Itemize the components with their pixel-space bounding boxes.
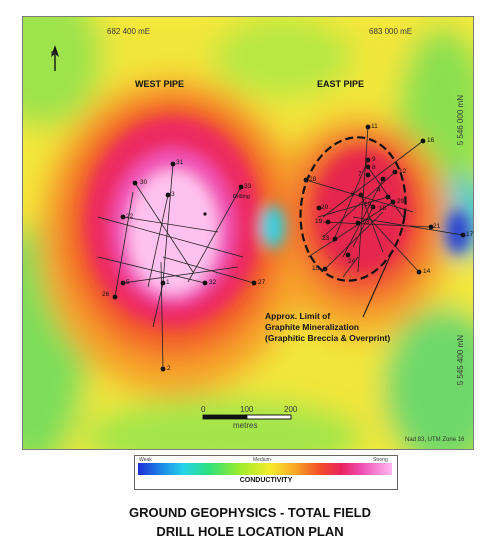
hole-label: 5	[126, 279, 130, 286]
datum-note: Nad 83, UTM Zone 16	[405, 437, 465, 443]
annotation-leader	[362, 253, 392, 318]
hole-label: 1	[166, 279, 170, 286]
easting-label-1: 682 400 mE	[107, 27, 151, 36]
hole-label: 18	[379, 205, 387, 212]
hole-label: 23	[322, 235, 330, 242]
hole-label: 21	[433, 223, 441, 230]
north-arrow-icon	[51, 45, 59, 71]
mineralization-annotation-line3: (Graphitic Breccia & Overprint)	[265, 333, 391, 343]
legend-weak-label: Weak	[139, 457, 152, 463]
hole-label: 27	[258, 279, 266, 286]
scale-tick-100: 100	[240, 405, 254, 414]
scale-tick-200: 200	[284, 405, 298, 414]
east-pipe-label: EAST PIPE	[317, 79, 365, 89]
map-graphics	[23, 17, 473, 449]
hole-label: 28	[309, 176, 317, 183]
hole-label: 10	[364, 201, 372, 208]
hole-label: 2	[167, 365, 171, 372]
northing-label-1: 5 546 000 mN	[456, 95, 465, 146]
mineralization-outline	[299, 136, 407, 282]
easting-label-2: 683 000 mE	[369, 27, 413, 36]
hole-label: 3	[171, 191, 175, 198]
hole-label: 4	[377, 187, 381, 194]
collars-west	[112, 161, 257, 372]
hole-label: 33	[244, 183, 252, 190]
hole-label: 14	[423, 268, 431, 275]
drill-traces-west	[97, 163, 255, 370]
north-label: N	[51, 51, 57, 58]
title-line-1: GROUND GEOPHYSICS - TOTAL FIELD	[129, 505, 371, 520]
mineralization-annotation-line1: Approx. Limit of	[265, 311, 331, 321]
hole-label: 17	[466, 231, 474, 238]
hole-label: 9	[372, 156, 376, 163]
drilling-label: Drilling	[233, 194, 250, 200]
hole-label: 30	[140, 179, 148, 186]
title-line-2: DRILL HOLE LOCATION PLAN	[156, 524, 344, 539]
hole-label: 22	[126, 213, 134, 220]
hole-label: 31	[176, 159, 184, 166]
northing-label-2: 5 545 400 mN	[456, 335, 465, 386]
hole-label: 8	[372, 164, 376, 171]
conductivity-highs	[85, 117, 470, 327]
collars-east	[303, 124, 466, 275]
hole-label: 15	[312, 265, 320, 272]
hole-label: 7	[358, 171, 362, 178]
hole-label: 19	[315, 218, 323, 225]
west-pipe-label: WEST PIPE	[135, 79, 185, 89]
hole-label: 26	[102, 291, 110, 298]
legend-medium-label: Medium	[253, 457, 271, 463]
legend-color-ramp	[138, 463, 392, 475]
conductivity-legend: Weak Medium Strong CONDUCTIVITY	[134, 455, 398, 490]
hole-label: 6	[351, 191, 355, 198]
hole-label: 32	[209, 279, 217, 286]
scale-tick-0: 0	[201, 405, 206, 414]
hole-label: 12	[399, 168, 407, 175]
hole-label: 20	[321, 204, 329, 211]
hole-label: 11	[371, 123, 378, 130]
hole-label: 13	[362, 219, 370, 226]
hole-label: 16	[427, 137, 435, 144]
legend-strong-label: Strong	[373, 457, 388, 463]
hole-label: 24	[348, 258, 356, 265]
mineralization-annotation-line2: Graphite Mineralization	[265, 322, 359, 332]
conductivity-map: 682 400 mE 683 000 mE 5 546 000 mN 5 545…	[22, 16, 474, 450]
hole-label: 29	[397, 198, 405, 205]
legend-title: CONDUCTIVITY	[239, 477, 293, 484]
scale-bar-graphic	[202, 414, 292, 420]
scale-unit: metres	[233, 421, 258, 430]
drill-traces-east	[305, 126, 464, 278]
